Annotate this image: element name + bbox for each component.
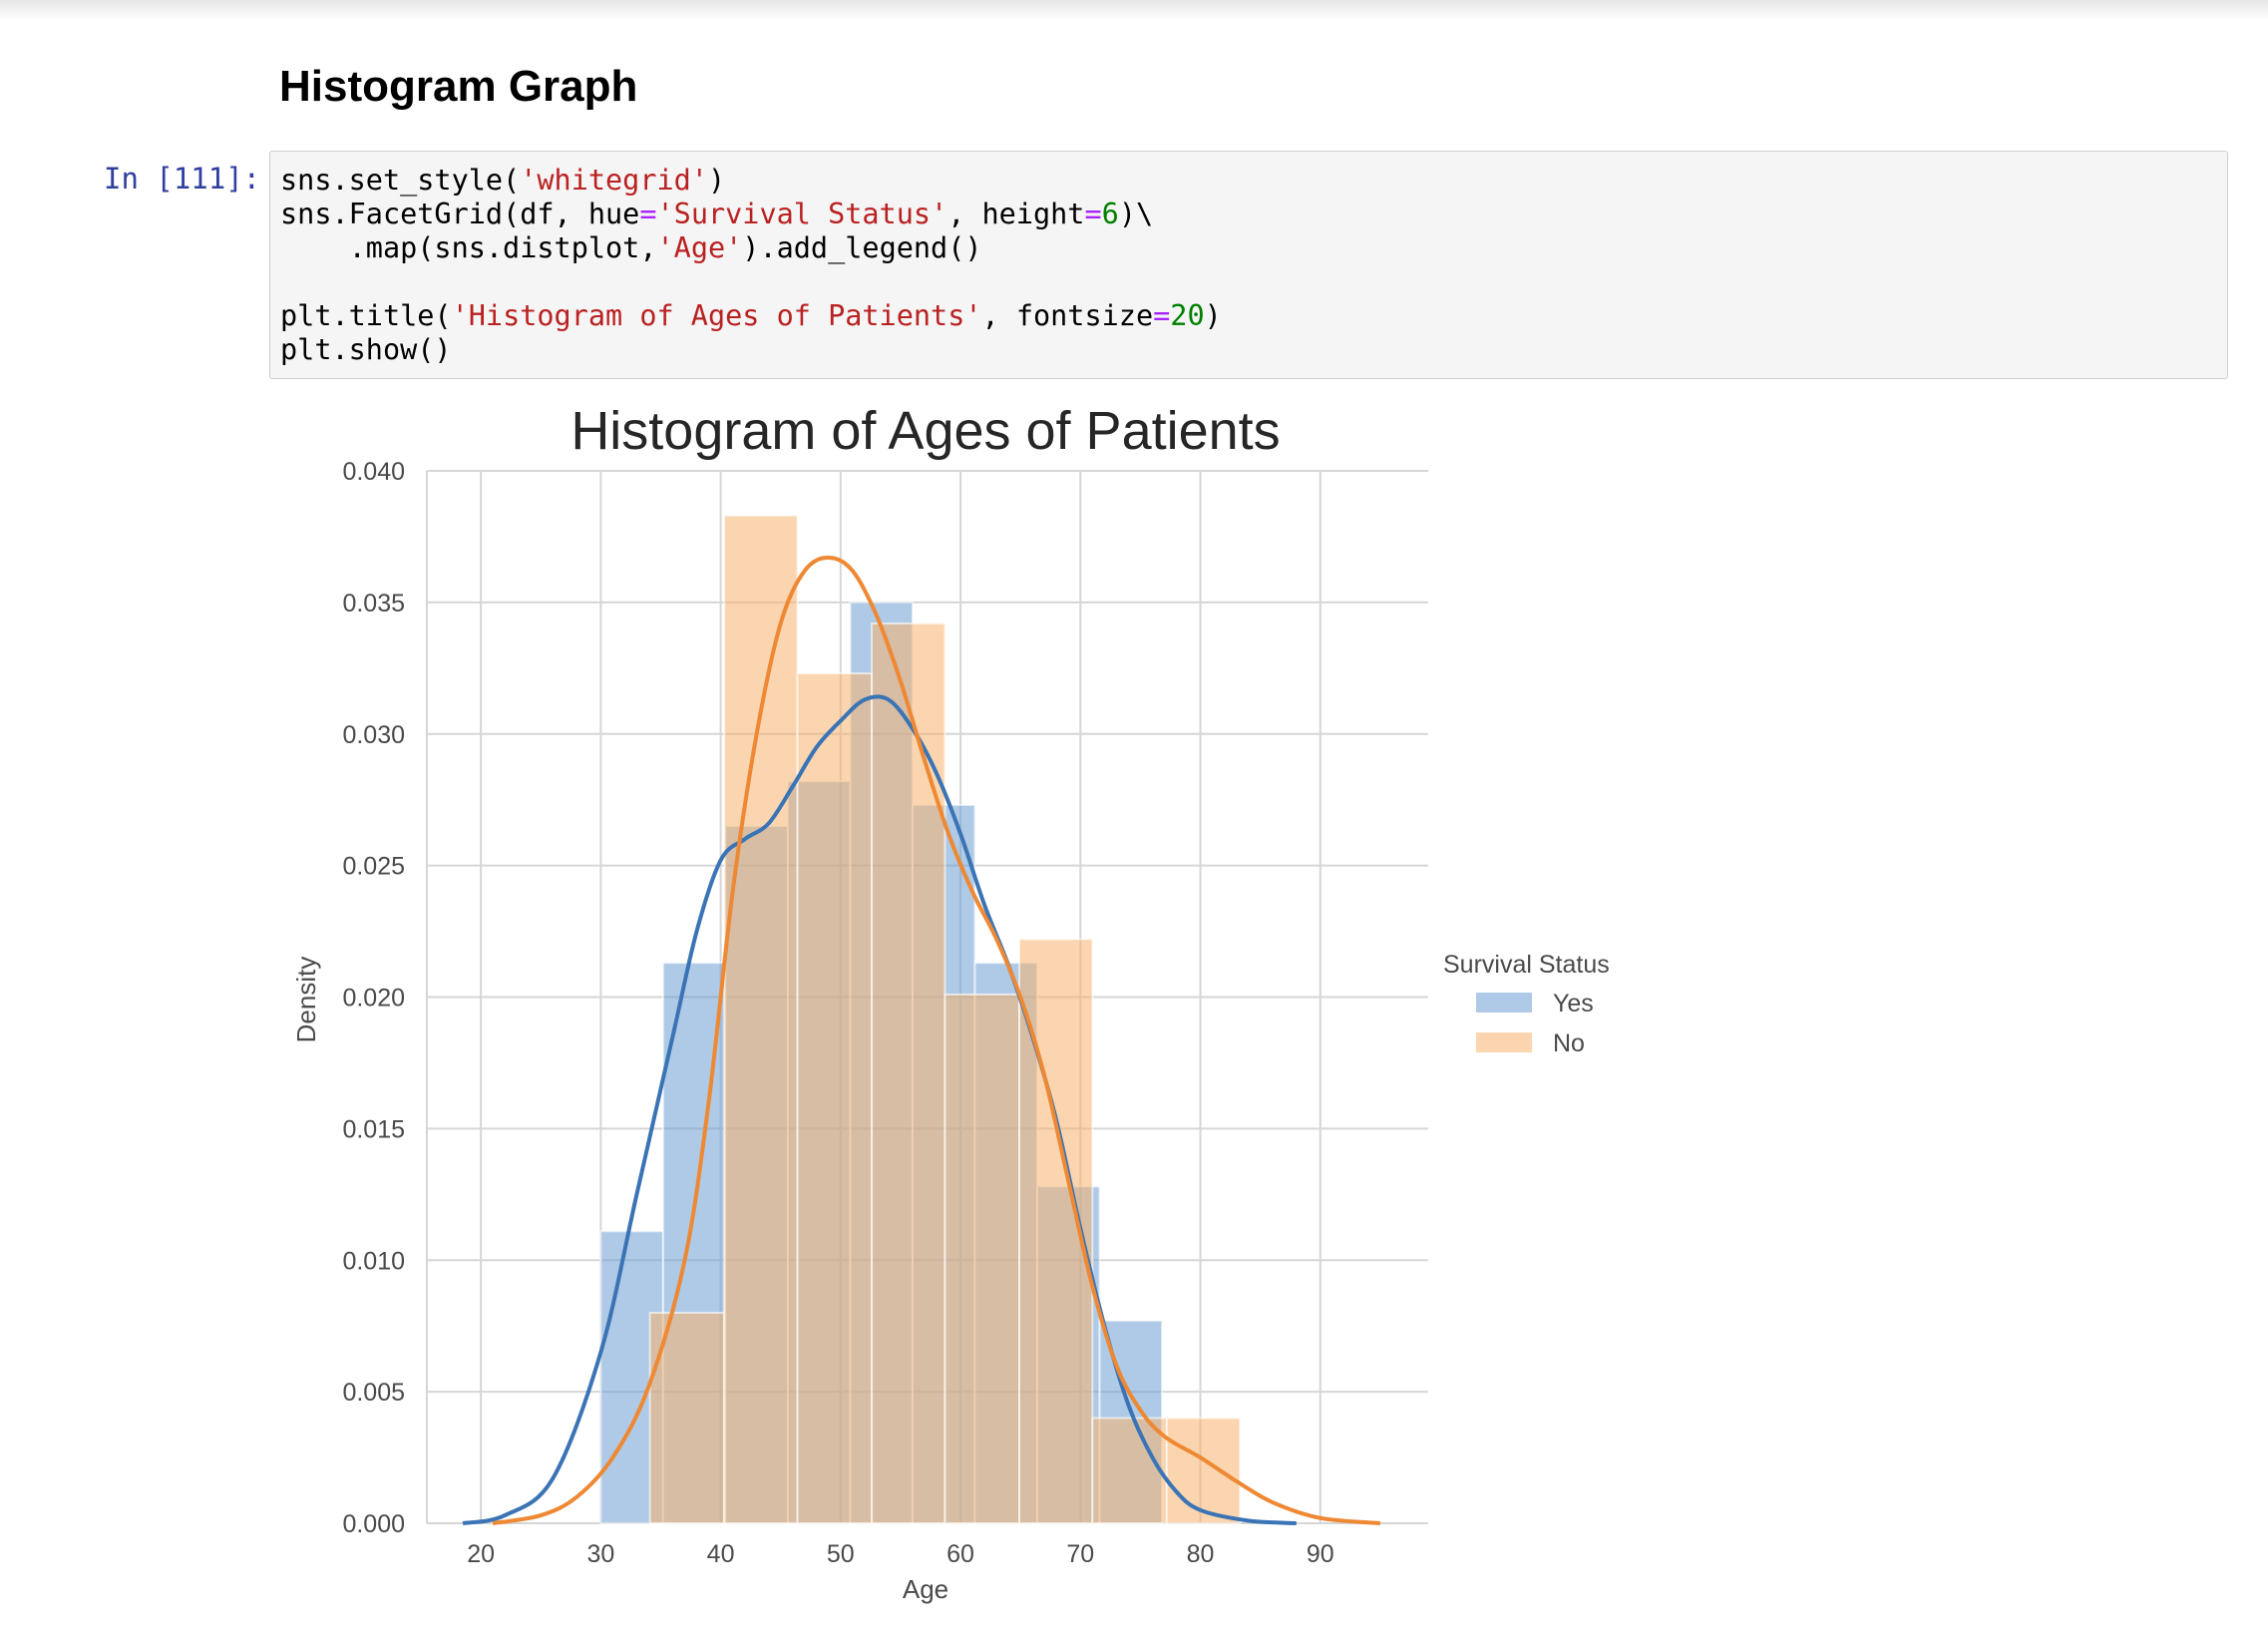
x-tick-label: 60 xyxy=(946,1540,974,1568)
code-operator: = xyxy=(1153,299,1171,332)
y-tick-label: 0.040 xyxy=(342,458,405,486)
code-operator: = xyxy=(639,198,657,230)
histogram-chart: Histogram of Ages of Patients 0.000 0.005… xyxy=(291,401,1610,1604)
code-number: 6 xyxy=(1101,198,1119,230)
y-tick-label: 0.010 xyxy=(342,1247,405,1275)
code-token: sns.FacetGrid(df, hue xyxy=(280,198,640,230)
code-token: )\ xyxy=(1118,198,1154,230)
code-token: ).add_legend() xyxy=(742,231,982,264)
legend-title: Survival Status xyxy=(1443,951,1610,979)
code-operator: = xyxy=(1084,198,1102,230)
x-axis-label: Age xyxy=(903,1574,948,1604)
kde-line-no xyxy=(492,556,1381,1525)
x-tick-label: 80 xyxy=(1187,1540,1215,1568)
x-tick-label: 50 xyxy=(827,1540,855,1568)
legend: Survival Status Yes No xyxy=(1443,951,1610,1057)
code-string: 'Survival Status' xyxy=(656,198,948,230)
bar-no xyxy=(871,621,946,1525)
bars-no-series xyxy=(648,514,1242,1525)
legend-swatch-no xyxy=(1476,1032,1532,1052)
code-string: 'Histogram of Ages of Patients' xyxy=(451,299,982,332)
code-token: , height xyxy=(947,198,1085,230)
code-token: , fontsize xyxy=(981,299,1154,332)
top-shadow xyxy=(0,0,2268,20)
x-tick-label: 90 xyxy=(1307,1540,1334,1568)
tick-labels: 0.000 0.005 0.010 0.015 0.020 0.025 0.030 0.035… xyxy=(342,458,1333,1568)
y-tick-label: 0.005 xyxy=(342,1379,405,1407)
code-number: 20 xyxy=(1170,299,1205,332)
x-tick-label: 40 xyxy=(707,1540,735,1568)
code-cell[interactable]: sns.set_style('whitegrid') sns.FacetGrid… xyxy=(269,151,2228,379)
bar-no xyxy=(723,514,799,1524)
bar-no xyxy=(944,993,1020,1524)
code-token: .map(sns.distplot, xyxy=(280,231,657,264)
code-token: sns.set_style( xyxy=(280,164,521,197)
y-tick-label: 0.025 xyxy=(342,853,405,881)
bar-no xyxy=(1165,1417,1242,1524)
code-token: plt.title( xyxy=(280,299,452,332)
y-tick-label: 0.000 xyxy=(342,1510,405,1538)
section-heading: Histogram Graph xyxy=(279,62,638,111)
code-token: ) xyxy=(707,164,726,197)
input-prompt: In [111]: xyxy=(104,162,261,196)
bar-no xyxy=(1091,1417,1168,1524)
kde-curves xyxy=(462,556,1381,1525)
y-tick-label: 0.020 xyxy=(342,985,405,1013)
kde-line-yes xyxy=(462,694,1297,1525)
y-axis-label: Density xyxy=(291,957,321,1043)
y-tick-label: 0.030 xyxy=(342,721,405,749)
y-tick-label: 0.015 xyxy=(342,1115,405,1143)
code-token: ) xyxy=(1204,299,1222,332)
legend-swatch-yes xyxy=(1476,993,1532,1013)
chart-title: Histogram of Ages of Patients xyxy=(570,401,1280,461)
code-editor[interactable]: sns.set_style('whitegrid') sns.FacetGrid… xyxy=(280,164,1222,367)
legend-label-no: No xyxy=(1553,1029,1585,1057)
x-tick-label: 20 xyxy=(467,1540,495,1568)
x-tick-label: 70 xyxy=(1066,1540,1094,1568)
code-token: plt.show() xyxy=(280,333,452,366)
x-tick-label: 30 xyxy=(586,1540,614,1568)
legend-label-yes: Yes xyxy=(1553,990,1594,1018)
code-string: 'whitegrid' xyxy=(520,164,708,197)
code-string: 'Age' xyxy=(656,231,743,264)
bar-no xyxy=(796,672,874,1524)
y-tick-label: 0.035 xyxy=(342,590,405,617)
